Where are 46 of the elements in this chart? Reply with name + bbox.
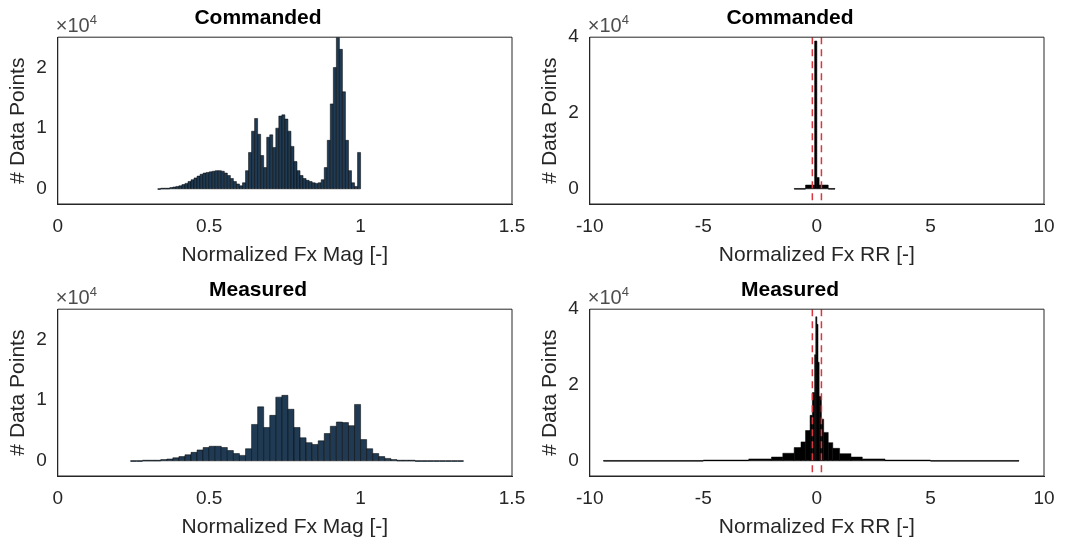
y-tick-label: 1 bbox=[36, 388, 47, 410]
x-axis-title: Normalized Fx Mag [-] bbox=[181, 242, 389, 266]
y-tick-label: 2 bbox=[568, 373, 579, 395]
x-tick-label: -5 bbox=[694, 214, 712, 236]
text: ×10$^{4}$ bbox=[587, 12, 629, 36]
x-tick-label: 1 bbox=[355, 214, 366, 236]
y-tick-label: 0 bbox=[568, 449, 579, 471]
y-axis-title: # Data Points bbox=[537, 329, 561, 456]
y-tick-label: 1 bbox=[36, 116, 47, 138]
x-tick-label: 0.5 bbox=[195, 214, 223, 236]
x-tick-label: 0 bbox=[52, 486, 64, 508]
chart-title: Measured bbox=[740, 277, 840, 301]
x-tick-label: -10 bbox=[576, 486, 604, 508]
x-tick-label: 1.5 bbox=[498, 486, 526, 508]
x-tick-label: 5 bbox=[925, 486, 936, 508]
x-tick-label: 0 bbox=[811, 214, 823, 236]
chart-title: Commanded bbox=[726, 5, 854, 29]
y-tick-label: 0 bbox=[36, 177, 47, 199]
x-axis-title: Normalized Fx RR [-] bbox=[718, 242, 915, 266]
y-tick-label: 2 bbox=[568, 101, 579, 123]
text: ×10$^{4}$ bbox=[587, 284, 629, 308]
x-tick-label: 1 bbox=[355, 486, 366, 508]
x-tick-label: -10 bbox=[576, 214, 604, 236]
y-tick-label: 2 bbox=[36, 327, 47, 349]
x-axis-title: Normalized Fx Mag [-] bbox=[181, 514, 389, 538]
x-tick-label: 0.5 bbox=[195, 486, 223, 508]
chart-title: Commanded bbox=[194, 5, 322, 29]
x-tick-label: 10 bbox=[1033, 214, 1055, 236]
x-tick-label: 10 bbox=[1033, 486, 1055, 508]
y-tick-label: 0 bbox=[36, 449, 47, 471]
y-tick-label: 4 bbox=[568, 297, 580, 319]
y-tick-label: 4 bbox=[568, 25, 580, 47]
y-axis-title: # Data Points bbox=[537, 57, 561, 184]
x-tick-label: 0 bbox=[52, 214, 64, 236]
x-tick-label: 1.5 bbox=[498, 214, 526, 236]
text: ×10$^{4}$ bbox=[55, 12, 97, 36]
chart-title: Measured bbox=[208, 277, 308, 301]
x-tick-label: 0 bbox=[811, 486, 823, 508]
y-axis-title: # Data Points bbox=[5, 329, 29, 456]
y-tick-label: 2 bbox=[36, 55, 47, 77]
text: ×10$^{4}$ bbox=[55, 284, 97, 308]
x-tick-label: 5 bbox=[925, 214, 936, 236]
x-axis-title: Normalized Fx RR [-] bbox=[718, 514, 915, 538]
y-tick-label: 0 bbox=[568, 177, 579, 199]
x-tick-label: -5 bbox=[694, 486, 712, 508]
y-axis-title: # Data Points bbox=[5, 57, 29, 184]
